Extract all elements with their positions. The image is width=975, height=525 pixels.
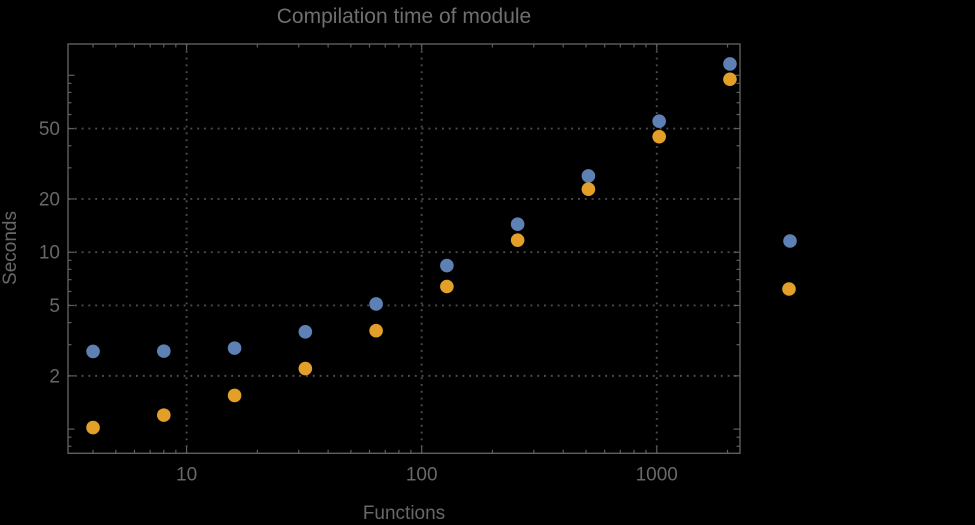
y-tick-label-10: 10	[39, 243, 60, 264]
data-points	[86, 57, 737, 435]
data-point-blue-8	[157, 344, 171, 358]
y-tick-label-20: 20	[39, 189, 60, 210]
data-point-blue-2048	[723, 57, 737, 71]
data-point-blue-512	[581, 169, 596, 183]
y-axis-label: Seconds	[0, 211, 21, 285]
x-tick-label-100: 100	[406, 464, 438, 485]
data-point-orange-512	[581, 182, 596, 197]
data-point-orange-16	[227, 388, 242, 403]
y-tick-label-50: 50	[39, 119, 60, 140]
data-point-orange-32	[298, 361, 313, 376]
data-point-blue-128	[440, 258, 454, 273]
legend-marker-blue	[783, 234, 797, 248]
data-point-orange-128	[440, 279, 454, 294]
data-point-blue-64	[369, 297, 383, 311]
data-point-blue-16	[227, 341, 242, 355]
data-point-blue-1024	[652, 114, 666, 129]
data-point-blue-4	[86, 344, 100, 359]
tick-labels: 10 100 1000 2 5 10 20 50	[39, 119, 678, 485]
data-point-orange-64	[369, 323, 383, 338]
gridlines	[68, 44, 740, 454]
data-point-orange-2048	[723, 72, 737, 87]
data-point-orange-1024	[652, 129, 666, 144]
chart-title: Compilation time of module	[277, 5, 531, 28]
x-tick-label-10: 10	[176, 464, 197, 485]
plot-frame	[67, 43, 741, 454]
legend-marker-orange	[782, 282, 796, 296]
data-point-orange-8	[157, 408, 171, 422]
y-tick-label-2: 2	[49, 366, 60, 387]
data-point-orange-4	[86, 420, 100, 435]
data-point-orange-256	[510, 233, 525, 247]
legend-markers	[782, 234, 797, 296]
x-tick-label-1000: 1000	[636, 464, 678, 485]
data-point-blue-32	[298, 324, 313, 339]
y-tick-label-5: 5	[49, 296, 60, 317]
x-axis-label: Functions	[363, 503, 445, 524]
data-point-blue-256	[510, 217, 525, 231]
